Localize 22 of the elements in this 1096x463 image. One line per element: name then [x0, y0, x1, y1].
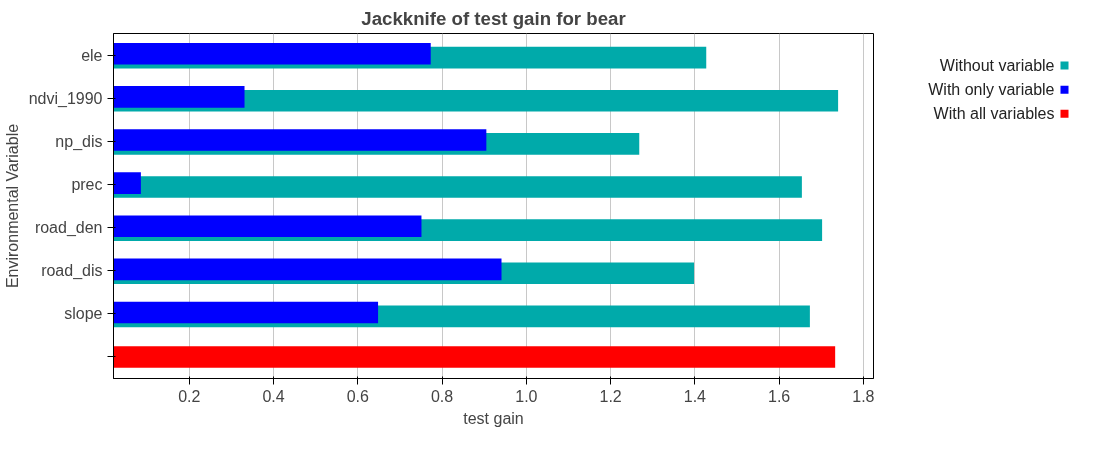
legend-label: With all variables — [933, 105, 1055, 123]
x-tick-label: 1.8 — [852, 387, 875, 405]
x-tick-label: 1.2 — [599, 387, 622, 405]
y-tick-label: road_den — [34, 219, 103, 238]
x-tick-label: 0.2 — [178, 387, 201, 405]
y-tick-label: road_dis — [41, 262, 103, 281]
legend-label: Without variable — [939, 57, 1055, 75]
x-tick-label: 1.0 — [515, 387, 538, 405]
x-tick-label: 0.4 — [262, 387, 285, 405]
x-axis-title: test gain — [463, 409, 524, 427]
y-axis-title: Environmental Variable — [3, 123, 21, 289]
legend-label: With only variable — [928, 81, 1055, 99]
x-tick-label: 0.6 — [346, 387, 370, 405]
chart-title: Jackknife of test gain for bear — [361, 7, 626, 29]
y-tick-label: prec — [71, 175, 103, 193]
y-tick-label: np_dis — [55, 132, 103, 151]
y-tick-label: ndvi_1990 — [28, 89, 103, 108]
x-tick-label: 1.4 — [683, 387, 707, 405]
x-tick-label: 0.8 — [430, 387, 454, 405]
y-tick-label: slope — [64, 305, 103, 323]
y-tick-label: ele — [81, 46, 103, 64]
x-tick-label: 1.6 — [768, 387, 791, 405]
